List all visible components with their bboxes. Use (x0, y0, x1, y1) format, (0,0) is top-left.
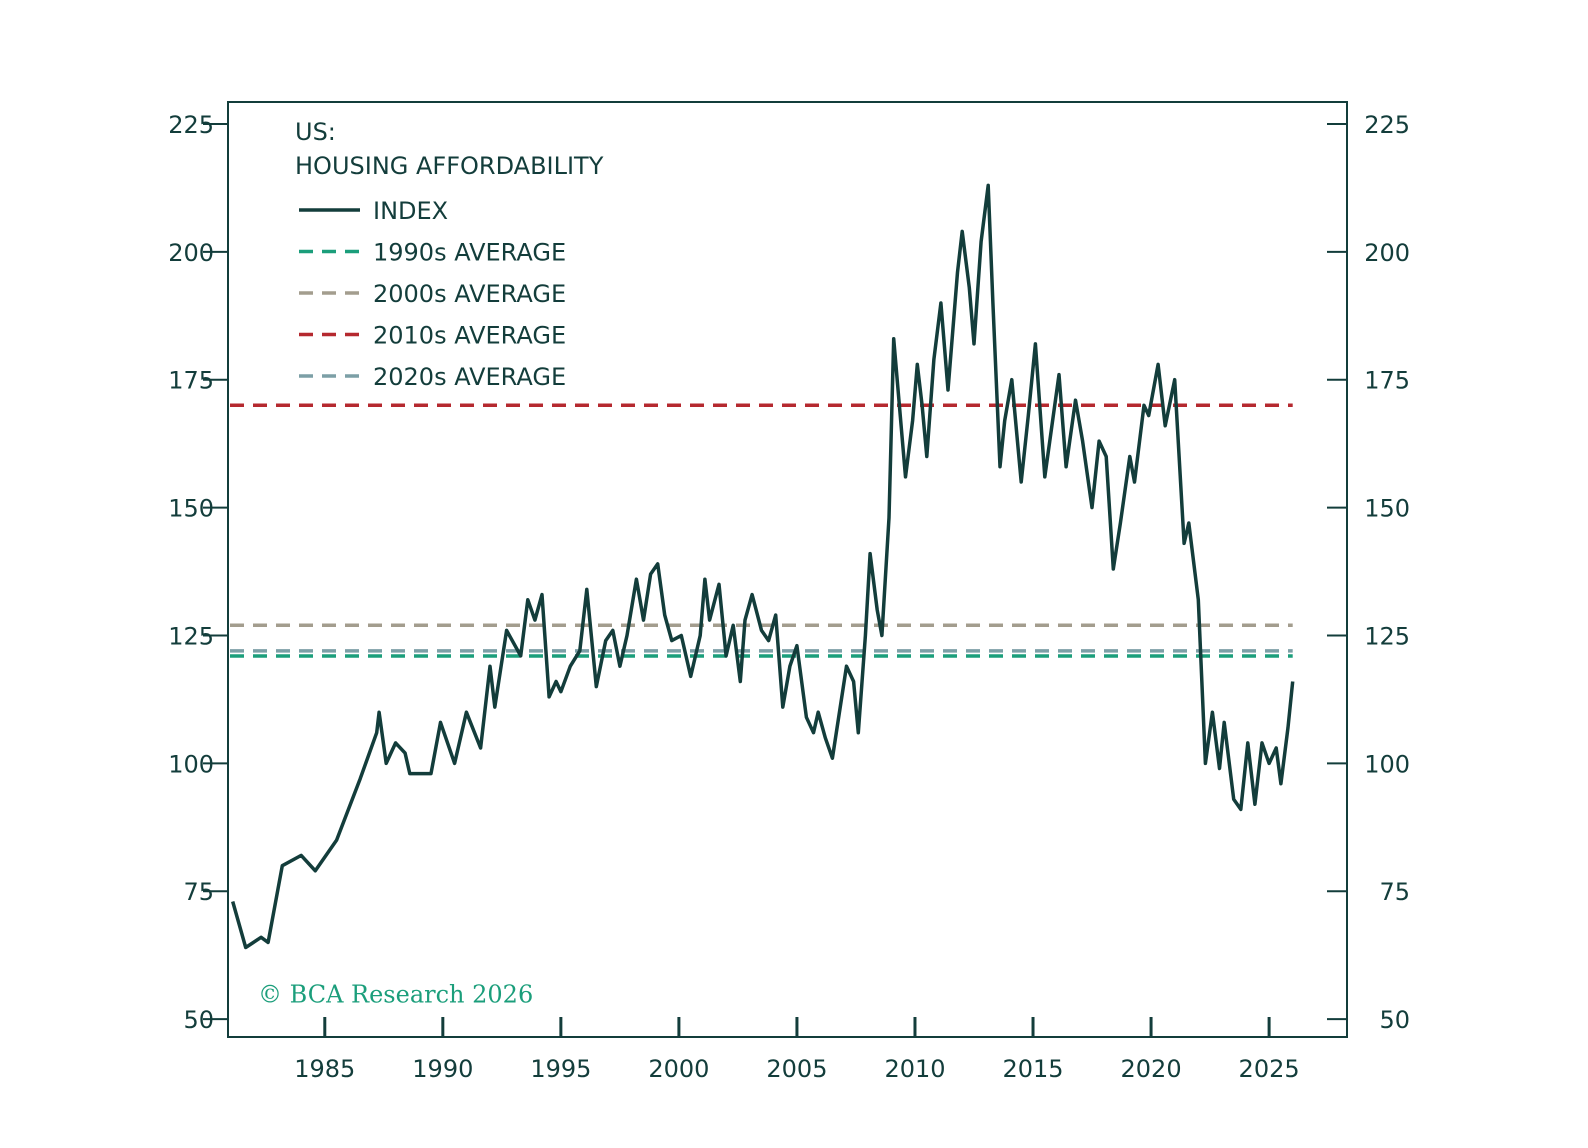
y-tick-label: 175 (168, 367, 214, 395)
plot-frame (227, 101, 1348, 1038)
legend-label: 2010s AVERAGE (373, 322, 566, 350)
y-tick-label: 200 (168, 239, 214, 267)
x-tick-label: 2000 (648, 1055, 709, 1083)
y2-tick-label: 50 (1379, 1006, 1410, 1034)
y2-tick-label: 225 (1364, 111, 1410, 139)
legend-label: 2000s AVERAGE (373, 280, 566, 308)
x-tick-label: 2005 (766, 1055, 827, 1083)
y-tick-label: 125 (168, 622, 214, 650)
x-tick-label: 2020 (1121, 1055, 1182, 1083)
chart-subtitle: HOUSING AFFORDABILITY (295, 152, 604, 180)
legend-label: 1990s AVERAGE (373, 239, 566, 267)
legend-label: INDEX (373, 197, 448, 225)
x-tick-label: 2015 (1002, 1055, 1063, 1083)
x-tick-label: 2010 (884, 1055, 945, 1083)
y2-tick-label: 200 (1364, 239, 1410, 267)
y-tick-label: 75 (183, 878, 214, 906)
y2-tick-label: 150 (1364, 495, 1410, 523)
y2-tick-label: 175 (1364, 367, 1410, 395)
x-tick-label: 1990 (412, 1055, 473, 1083)
y-tick-label: 150 (168, 495, 214, 523)
chart-title: US: (295, 118, 336, 146)
x-tick-label: 1995 (530, 1055, 591, 1083)
x-tick-label: 1985 (294, 1055, 355, 1083)
y2-tick-label: 100 (1364, 750, 1410, 778)
y2-tick-label: 75 (1379, 878, 1410, 906)
copyright: © BCA Research 2026 (258, 981, 533, 1009)
y-tick-label: 50 (183, 1006, 214, 1034)
y2-tick-label: 125 (1364, 622, 1410, 650)
x-tick-label: 2025 (1239, 1055, 1300, 1083)
y-tick-label: 225 (168, 111, 214, 139)
y-tick-label: 100 (168, 750, 214, 778)
legend-label: 2020s AVERAGE (373, 363, 566, 391)
index-line (231, 183, 1295, 950)
